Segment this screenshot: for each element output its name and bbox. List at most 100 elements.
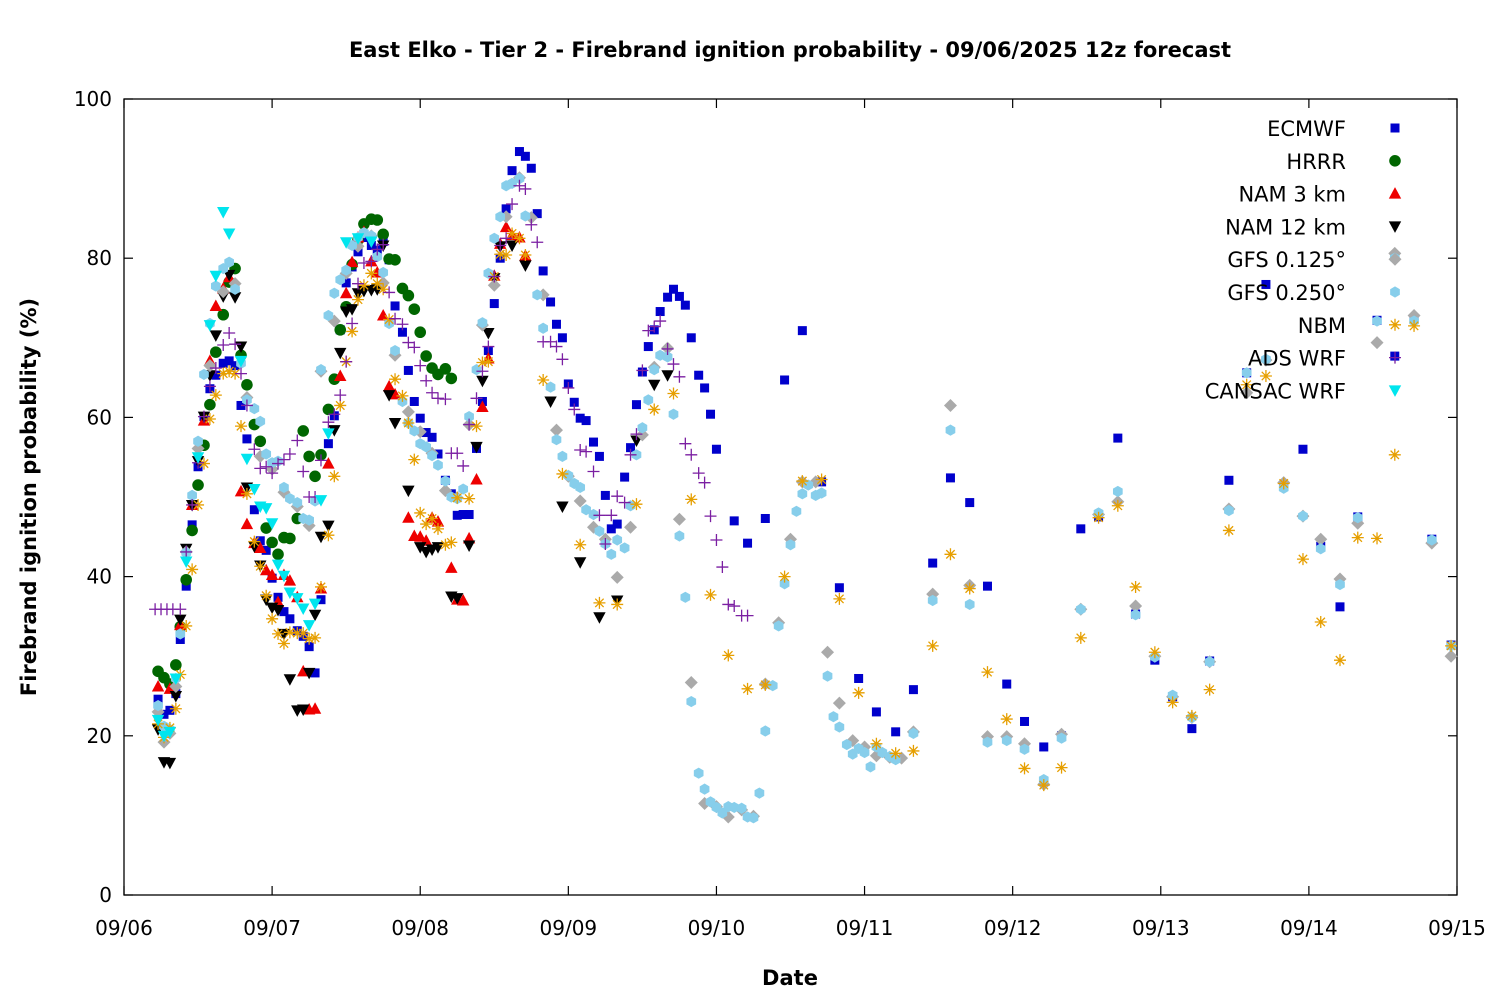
data-point bbox=[729, 801, 740, 814]
data-point bbox=[803, 479, 814, 491]
data-point bbox=[588, 508, 599, 521]
data-point bbox=[593, 596, 606, 609]
data-point bbox=[426, 512, 439, 525]
data-point bbox=[501, 204, 511, 214]
data-point bbox=[649, 364, 660, 376]
data-point bbox=[573, 494, 587, 508]
data-point bbox=[704, 510, 717, 523]
data-point bbox=[1351, 531, 1364, 544]
data-point bbox=[240, 517, 254, 530]
data-point bbox=[463, 492, 476, 505]
data-point bbox=[217, 338, 230, 351]
data-point bbox=[926, 639, 939, 652]
data-point bbox=[779, 578, 790, 590]
data-point bbox=[235, 367, 248, 380]
y-tick-label: 60 bbox=[87, 405, 112, 429]
data-point bbox=[223, 327, 236, 340]
data-point bbox=[414, 506, 427, 519]
data-point bbox=[402, 289, 415, 302]
data-point bbox=[965, 498, 975, 508]
data-point bbox=[383, 286, 396, 299]
chart-title: East Elko - Tier 2 - Firebrand ignition … bbox=[349, 38, 1231, 62]
data-point bbox=[203, 380, 216, 393]
data-point bbox=[309, 470, 321, 483]
data-point bbox=[1298, 510, 1308, 522]
data-point bbox=[519, 249, 532, 262]
data-point bbox=[606, 548, 617, 560]
x-tick-label: 09/13 bbox=[1132, 916, 1190, 940]
data-point bbox=[593, 612, 606, 624]
data-point bbox=[722, 598, 735, 611]
data-point bbox=[254, 560, 267, 573]
data-point bbox=[1076, 524, 1086, 534]
data-point bbox=[891, 727, 901, 737]
legend-label: NBM bbox=[1298, 314, 1346, 338]
data-point bbox=[907, 744, 920, 757]
legend-marker bbox=[1388, 252, 1402, 266]
data-point bbox=[710, 533, 723, 546]
data-point bbox=[197, 410, 210, 423]
data-point bbox=[272, 548, 284, 561]
data-point bbox=[557, 333, 567, 343]
data-point bbox=[476, 375, 489, 388]
data-point bbox=[365, 255, 378, 268]
data-point bbox=[186, 524, 198, 537]
data-point bbox=[157, 730, 171, 743]
data-point bbox=[371, 243, 384, 256]
data-point bbox=[531, 236, 544, 249]
data-point bbox=[741, 682, 754, 695]
data-point bbox=[513, 232, 526, 245]
data-point bbox=[402, 336, 415, 349]
data-point bbox=[297, 627, 310, 640]
data-point bbox=[433, 459, 443, 471]
data-point bbox=[382, 379, 396, 392]
data-point bbox=[667, 387, 680, 400]
data-point bbox=[1222, 524, 1235, 537]
data-point bbox=[1241, 367, 1252, 379]
data-point bbox=[854, 673, 864, 683]
data-point bbox=[291, 593, 304, 605]
data-point bbox=[433, 449, 443, 459]
data-point bbox=[180, 545, 193, 558]
data-point bbox=[477, 317, 488, 329]
data-point bbox=[283, 574, 297, 586]
data-point bbox=[191, 441, 205, 455]
data-point bbox=[525, 218, 538, 231]
data-point bbox=[180, 619, 193, 632]
data-point bbox=[1129, 580, 1142, 593]
data-point bbox=[1335, 602, 1345, 612]
data-point bbox=[346, 325, 359, 338]
data-point bbox=[297, 465, 310, 478]
data-point bbox=[648, 403, 661, 416]
data-point bbox=[482, 340, 495, 353]
data-point bbox=[506, 227, 519, 240]
series-nam-3-km bbox=[151, 220, 532, 715]
data-point bbox=[470, 420, 483, 433]
data-point bbox=[309, 631, 322, 644]
data-point bbox=[297, 603, 310, 615]
data-point bbox=[217, 367, 230, 380]
data-point bbox=[217, 308, 230, 321]
axis-ticks: 0 20 40 60 80 100 09/06 09/07 09/08 09/09 09/10 09/… bbox=[74, 87, 1486, 940]
data-point bbox=[457, 459, 470, 472]
data-point bbox=[470, 392, 483, 405]
data-point bbox=[1112, 485, 1123, 498]
data-point bbox=[371, 277, 384, 290]
data-point bbox=[372, 251, 383, 263]
data-point bbox=[303, 632, 316, 645]
data-point bbox=[1056, 732, 1067, 744]
data-point bbox=[463, 418, 476, 431]
data-point bbox=[1261, 353, 1271, 365]
data-point bbox=[308, 702, 322, 714]
data-point bbox=[668, 284, 678, 294]
data-point bbox=[451, 593, 464, 605]
data-point bbox=[421, 428, 431, 438]
y-tick-label: 0 bbox=[99, 883, 112, 907]
data-point bbox=[1204, 656, 1215, 668]
data-point bbox=[402, 511, 415, 523]
data-point bbox=[408, 341, 421, 354]
data-point bbox=[699, 783, 710, 795]
data-point bbox=[526, 163, 536, 173]
data-point bbox=[240, 453, 254, 466]
